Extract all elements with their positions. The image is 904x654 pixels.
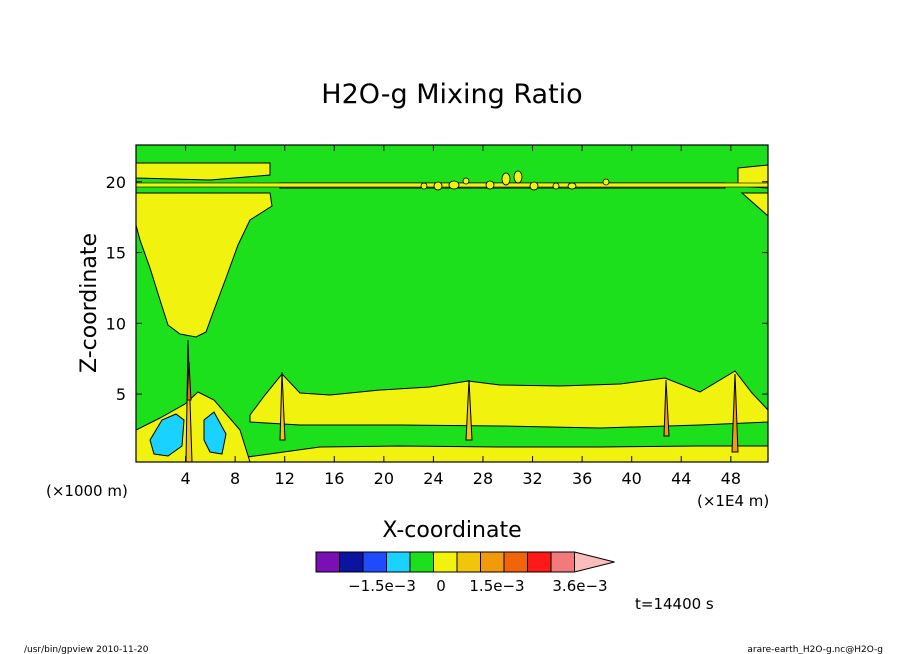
x-tick-label: 28 [473,469,493,488]
colorbar-swatch [480,551,505,573]
x-axis-label: X-coordinate [382,518,521,543]
x-tick-label: 40 [622,469,642,488]
bottom-yellow-layer [239,445,769,463]
colorbar-swatch [550,551,575,573]
negative-region-left [149,413,185,457]
x-tick-label: 12 [275,469,295,488]
colorbar-swatch [433,551,458,573]
x-tick-label: 32 [522,469,542,488]
y-tick-label: 5 [116,385,126,404]
colorbar [315,551,615,573]
colorbar-extend-triangle [574,551,615,573]
colorbar-label: 0 [436,577,446,595]
y-tick-label: 10 [106,314,126,333]
upper-blobs [420,170,610,191]
colorbar-swatch [339,551,364,573]
y-axis-label: Z-coordinate [77,233,102,373]
colorbar-swatch [456,551,481,573]
x-tick-label: 44 [671,469,691,488]
y-tick-label: 20 [106,173,126,192]
time-label: t=14400 s [635,595,714,613]
colorbar-label: 1.5e−3 [469,577,524,595]
y-axis-ticks: 5 10 15 20 [106,173,768,404]
lower-yellow-layer [249,370,769,429]
colorbar-swatch [503,551,528,573]
colorbar-swatch [315,551,340,573]
colorbar-labels: −1.5e−3 0 1.5e−3 3.6e−3 [348,577,607,595]
x-tick-label: 4 [180,469,190,488]
x-tick-label: 16 [324,469,344,488]
plot-frame [135,144,769,463]
x-tick-label: 36 [572,469,592,488]
y-tick-label: 15 [106,244,126,263]
x-unit-right: (×1E4 m) [697,492,769,510]
footer-right: arare-earth_H2O-g.nc@H2O-g [747,645,883,654]
colorbar-swatch [362,551,387,573]
x-tick-label: 48 [721,469,741,488]
footer-left: /usr/bin/gpview 2010-11-20 [24,645,149,654]
x-axis-ticks: 4 8 12 16 20 24 28 32 36 40 44 48 [180,145,741,488]
x-tick-label: 20 [374,469,394,488]
colorbar-swatch [527,551,552,573]
x-tick-label: 24 [423,469,443,488]
left-plume [135,192,273,338]
colorbar-swatch [409,551,434,573]
x-unit-left: (×1000 m) [46,482,128,500]
colorbar-swatch [386,551,411,573]
colorbar-label: −1.5e−3 [348,577,416,595]
x-tick-label: 8 [230,469,240,488]
chart-title: H2O-g Mixing Ratio [321,79,582,110]
convective-towers [185,339,739,463]
colorbar-label: 3.6e−3 [552,577,607,595]
negative-region-right [203,411,227,455]
